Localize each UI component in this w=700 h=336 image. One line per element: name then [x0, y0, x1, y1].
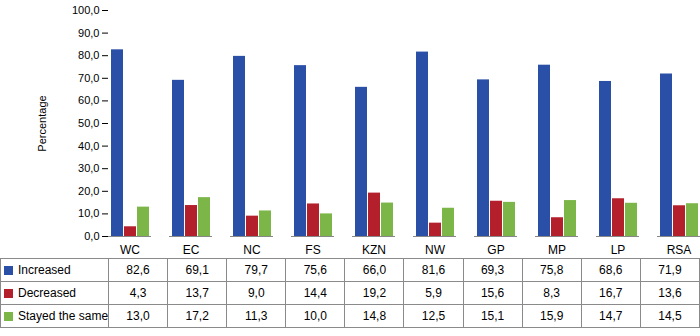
- svg-text:FS: FS: [305, 243, 320, 257]
- html-text:66,0: 66,0: [362, 263, 387, 277]
- html-text:68,6: 68,6: [599, 263, 623, 277]
- svg-text:MP: MP: [548, 243, 566, 257]
- html-text:79,7: 79,7: [244, 263, 268, 277]
- html-text:13,6: 13,6: [658, 286, 682, 300]
- html-text:14,4: 14,4: [303, 286, 327, 300]
- svg-text:RSA: RSA: [667, 243, 692, 257]
- html-text:69,3: 69,3: [480, 263, 505, 277]
- html-text:4,3: 4,3: [129, 286, 147, 300]
- html-text:14,5: 14,5: [658, 309, 682, 323]
- svg-text:NC: NC: [243, 243, 261, 257]
- svg-text:50,0: 50,0: [78, 117, 99, 129]
- html-text:9,0: 9,0: [247, 286, 265, 300]
- svg-text:Percentage: Percentage: [36, 95, 48, 151]
- html-text:15,6: 15,6: [480, 286, 505, 300]
- html-text:16,7: 16,7: [599, 286, 623, 300]
- svg-text:EC: EC: [183, 243, 200, 257]
- svg-text:40,0: 40,0: [78, 140, 99, 152]
- html-text:69,1: 69,1: [185, 263, 209, 277]
- html-text:82,6: 82,6: [126, 263, 150, 277]
- html-text:13,7: 13,7: [185, 286, 209, 300]
- html-text:11,3: 11,3: [245, 309, 268, 323]
- html-text:Stayed the same: Stayed the same: [18, 309, 109, 323]
- html-text:10,0: 10,0: [303, 309, 327, 323]
- svg-text:60,0: 60,0: [78, 94, 99, 106]
- html-text:17,2: 17,2: [185, 309, 209, 323]
- html-text:14,7: 14,7: [599, 309, 623, 323]
- svg-text:NW: NW: [425, 243, 446, 257]
- svg-text:30,0: 30,0: [78, 162, 99, 174]
- svg-text:GP: GP: [487, 243, 504, 257]
- html-text:5,9: 5,9: [425, 286, 442, 300]
- svg-text:90,0: 90,0: [78, 27, 99, 39]
- html-text:19,2: 19,2: [362, 286, 387, 300]
- html-text:75,6: 75,6: [303, 263, 327, 277]
- html-text:15,1: 15,1: [480, 309, 505, 323]
- html-text:Decreased: Decreased: [18, 286, 76, 300]
- html-text:Increased: Increased: [18, 263, 71, 277]
- svg-text:KZN: KZN: [362, 243, 386, 257]
- html-text:71,9: 71,9: [658, 263, 682, 277]
- svg-text:70,0: 70,0: [78, 72, 99, 84]
- html-text:75,8: 75,8: [540, 263, 564, 277]
- svg-text:20,0: 20,0: [78, 185, 99, 197]
- html-text:81,6: 81,6: [421, 263, 446, 277]
- svg-text:0,0: 0,0: [84, 230, 99, 242]
- svg-text:WC: WC: [120, 243, 140, 257]
- html-text:12,5: 12,5: [421, 309, 446, 323]
- html-text:14,8: 14,8: [362, 309, 387, 323]
- html-text:13,0: 13,0: [126, 309, 150, 323]
- svg-text:LP: LP: [611, 243, 626, 257]
- html-text:15,9: 15,9: [540, 309, 564, 323]
- svg-text:10,0: 10,0: [78, 207, 99, 219]
- html-text:8,3: 8,3: [543, 286, 560, 300]
- svg-text:80,0: 80,0: [78, 49, 99, 61]
- svg-text:100,0: 100,0: [72, 4, 100, 16]
